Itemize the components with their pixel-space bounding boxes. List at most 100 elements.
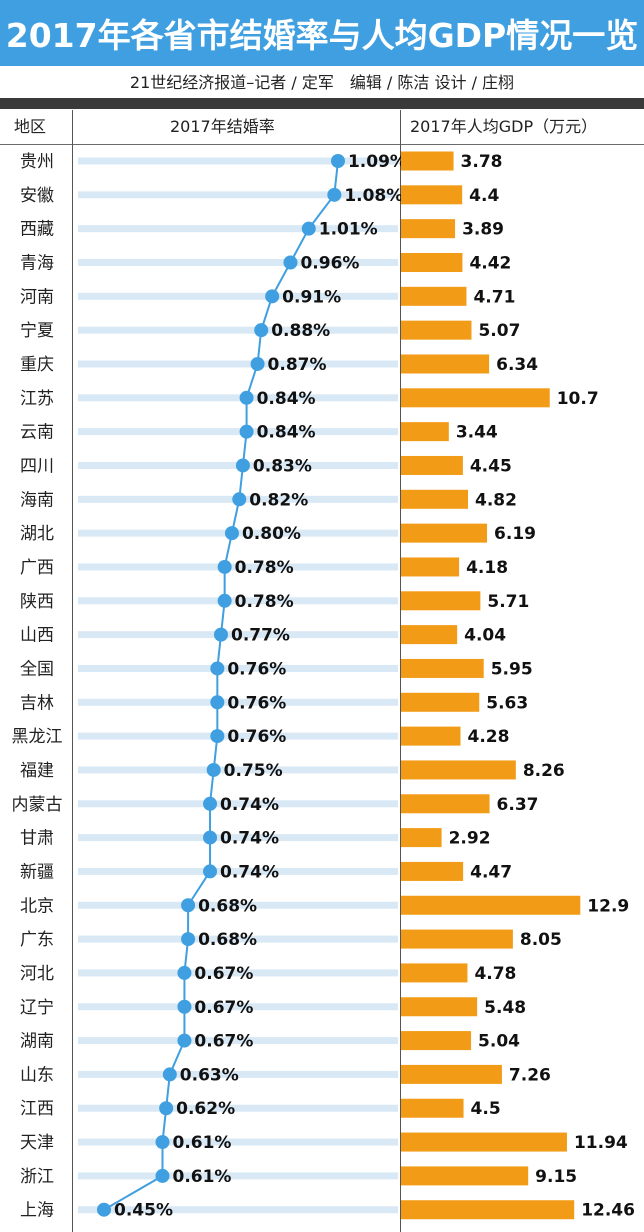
region-label: 宁夏 xyxy=(20,321,54,341)
gdp-bar xyxy=(401,861,464,881)
region-label: 全国 xyxy=(20,659,54,679)
row-stripe xyxy=(78,1104,398,1112)
region-label: 山西 xyxy=(20,626,54,646)
row-stripe xyxy=(78,326,398,334)
marriage-rate-point xyxy=(217,559,232,574)
row-stripe xyxy=(78,800,398,808)
marriage-rate-point xyxy=(301,221,316,236)
marriage-rate-label: 0.75% xyxy=(224,761,283,781)
row-stripe xyxy=(78,292,398,300)
region-label: 重庆 xyxy=(20,355,54,375)
chart-title: 2017年各省市结婚率与人均GDP情况一览 xyxy=(0,0,644,66)
marriage-rate-point xyxy=(210,695,225,710)
gdp-label: 5.71 xyxy=(487,592,529,612)
row-stripe xyxy=(78,1003,398,1011)
row-stripe xyxy=(78,698,398,706)
gdp-label: 6.37 xyxy=(497,795,539,815)
marriage-rate-label: 0.63% xyxy=(180,1065,239,1085)
gdp-bar xyxy=(401,523,488,543)
region-label: 湖北 xyxy=(20,524,54,544)
marriage-rate-point xyxy=(232,492,247,507)
marriage-rate-label: 0.83% xyxy=(253,456,312,476)
marriage-rate-line xyxy=(103,160,339,1211)
row-stripe xyxy=(78,935,398,943)
marriage-rate-point xyxy=(250,356,265,371)
marriage-rate-label: 0.80% xyxy=(242,524,301,544)
gdp-label: 4.45 xyxy=(470,456,512,476)
marriage-rate-point xyxy=(235,458,250,473)
marriage-rate-label: 0.74% xyxy=(220,829,279,849)
row-stripe xyxy=(78,1070,398,1078)
row-stripe xyxy=(78,1138,398,1146)
gdp-label: 12.9 xyxy=(587,896,629,916)
gdp-label: 6.19 xyxy=(494,524,536,544)
region-label: 广西 xyxy=(20,558,54,578)
gdp-label: 5.48 xyxy=(484,998,526,1018)
marriage-rate-label: 0.76% xyxy=(227,693,286,713)
region-label: 内蒙古 xyxy=(12,795,63,815)
credit-line: 21世纪经济报道–记者 / 定军 编辑 / 陈洁 设计 / 庄栩 xyxy=(0,66,644,96)
marriage-rate-label: 0.84% xyxy=(257,389,316,409)
marriage-rate-label: 0.88% xyxy=(271,321,330,341)
row-stripe xyxy=(78,834,398,842)
gdp-bar xyxy=(401,895,581,915)
marriage-rate-point xyxy=(213,627,228,642)
row-stripe xyxy=(78,766,398,774)
row-stripe xyxy=(78,157,398,165)
row-stripe xyxy=(78,1172,398,1180)
marriage-rate-point xyxy=(177,965,192,980)
row-stripe xyxy=(78,360,398,368)
header-divider-bar xyxy=(0,98,644,109)
marriage-rate-point xyxy=(210,729,225,744)
region-label: 吉林 xyxy=(20,693,54,713)
marriage-rate-point xyxy=(239,390,254,405)
column-divider-right xyxy=(400,110,401,1232)
region-label: 青海 xyxy=(20,253,54,273)
gdp-label: 5.63 xyxy=(486,693,528,713)
gdp-label: 4.82 xyxy=(475,490,517,510)
gdp-label: 4.28 xyxy=(467,727,509,747)
region-label: 广东 xyxy=(20,930,54,950)
region-label: 北京 xyxy=(20,896,54,916)
marriage-rate-label: 0.45% xyxy=(114,1201,173,1221)
row-stripe xyxy=(78,597,398,605)
marriage-rate-label: 0.62% xyxy=(176,1099,235,1119)
region-label: 江苏 xyxy=(20,389,54,409)
marriage-rate-point xyxy=(177,999,192,1014)
marriage-rate-label: 0.61% xyxy=(172,1133,231,1153)
gdp-bar xyxy=(401,320,472,340)
region-label: 辽宁 xyxy=(20,998,54,1018)
marriage-rate-point xyxy=(206,762,221,777)
region-label: 陕西 xyxy=(20,592,54,612)
marriage-rate-point xyxy=(203,864,218,879)
row-stripe xyxy=(78,258,398,266)
marriage-rate-label: 1.01% xyxy=(319,220,378,240)
marriage-rate-point xyxy=(217,593,232,608)
marriage-rate-point xyxy=(224,526,239,541)
marriage-rate-point xyxy=(330,154,345,168)
gdp-label: 4.18 xyxy=(466,558,508,578)
region-label: 甘肃 xyxy=(20,829,54,849)
marriage-rate-label: 0.78% xyxy=(235,592,294,612)
gdp-bar xyxy=(401,692,480,712)
gdp-label: 4.42 xyxy=(469,253,511,273)
gdp-label: 7.26 xyxy=(509,1065,551,1085)
marriage-rate-point xyxy=(155,1168,170,1183)
gdp-label: 9.15 xyxy=(535,1167,577,1187)
header-gdp: 2017年人均GDP（万元） xyxy=(410,117,598,136)
row-stripe xyxy=(78,394,398,402)
gdp-bar xyxy=(401,929,513,949)
marriage-rate-point xyxy=(203,830,218,845)
gdp-bar xyxy=(401,455,463,475)
marriage-rate-point xyxy=(155,1135,170,1150)
marriage-rate-point xyxy=(239,424,254,439)
gdp-bar xyxy=(401,1064,502,1084)
region-label: 江西 xyxy=(20,1099,54,1119)
gdp-label: 6.34 xyxy=(496,355,538,375)
gdp-bar xyxy=(401,219,456,239)
marriage-rate-point xyxy=(254,323,269,338)
row-stripe xyxy=(78,901,398,909)
region-label: 海南 xyxy=(20,490,54,510)
gdp-bar xyxy=(401,591,481,611)
